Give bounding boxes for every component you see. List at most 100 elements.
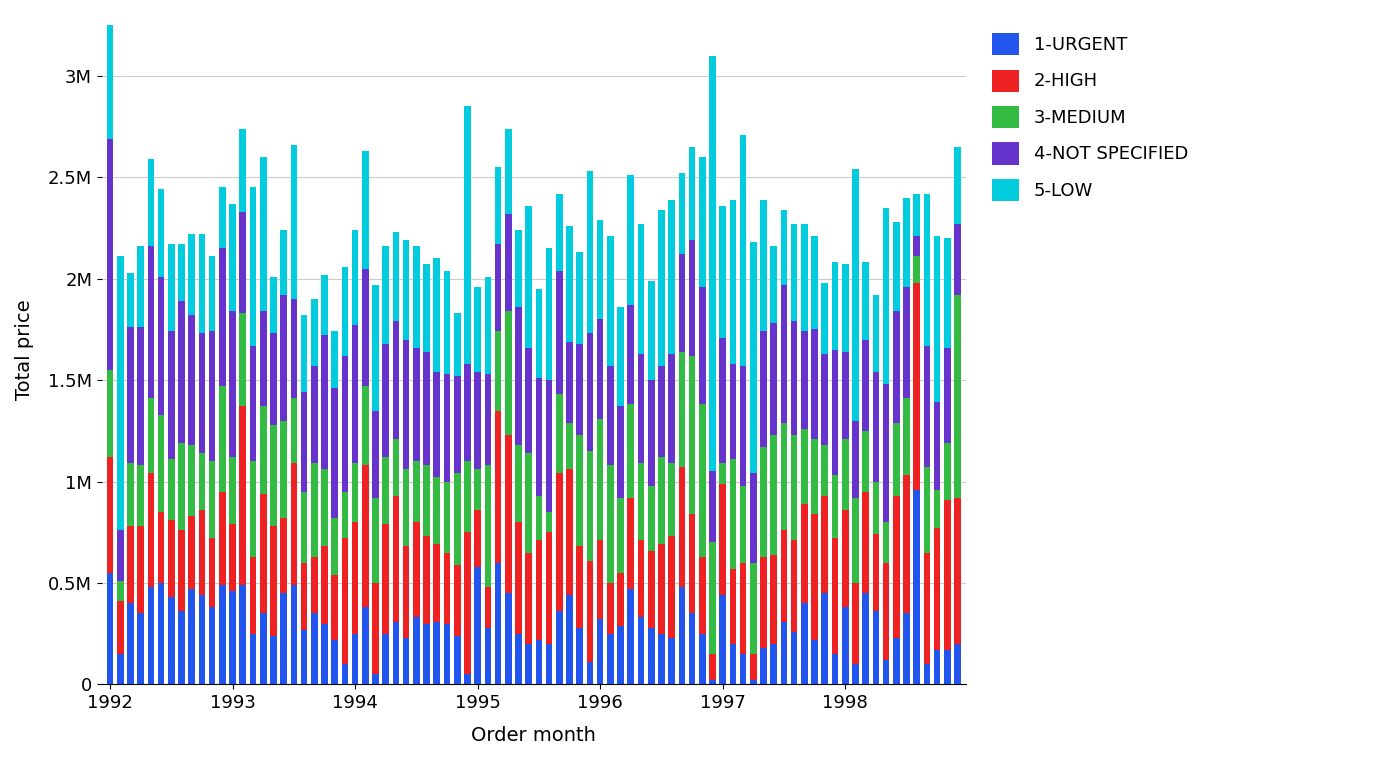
Bar bbox=[463, 364, 470, 461]
Bar bbox=[168, 597, 174, 685]
Bar bbox=[475, 372, 482, 470]
Bar bbox=[383, 634, 389, 685]
Bar bbox=[567, 423, 572, 470]
Bar bbox=[924, 194, 930, 346]
Bar bbox=[730, 459, 736, 568]
Bar bbox=[423, 623, 430, 685]
Bar bbox=[106, 139, 113, 370]
Bar bbox=[413, 522, 420, 617]
Bar bbox=[269, 635, 276, 685]
X-axis label: Order month: Order month bbox=[472, 726, 596, 745]
Bar bbox=[893, 638, 899, 685]
Bar bbox=[362, 151, 369, 268]
Bar bbox=[607, 583, 614, 634]
Bar bbox=[669, 638, 674, 685]
Bar bbox=[300, 492, 307, 562]
Bar bbox=[484, 587, 491, 628]
Bar bbox=[638, 353, 645, 464]
Bar bbox=[771, 644, 778, 685]
Bar bbox=[678, 467, 685, 587]
Bar bbox=[362, 465, 369, 607]
Bar bbox=[117, 601, 124, 654]
Bar bbox=[627, 589, 634, 685]
Bar bbox=[525, 453, 532, 553]
Bar bbox=[454, 473, 461, 565]
Bar bbox=[597, 419, 603, 540]
Bar bbox=[882, 207, 889, 384]
Bar bbox=[494, 167, 501, 244]
Bar bbox=[117, 654, 124, 685]
Bar bbox=[648, 380, 655, 486]
Bar bbox=[463, 674, 470, 685]
Bar bbox=[383, 524, 389, 634]
Bar bbox=[444, 623, 451, 685]
Bar bbox=[740, 486, 747, 562]
Bar bbox=[321, 335, 328, 470]
Bar bbox=[300, 562, 307, 629]
Bar bbox=[475, 470, 482, 510]
Bar bbox=[903, 613, 910, 685]
Bar bbox=[944, 238, 951, 347]
Bar bbox=[924, 467, 930, 553]
Bar bbox=[750, 680, 757, 685]
Bar bbox=[586, 171, 593, 334]
Bar bbox=[811, 439, 818, 514]
Bar bbox=[567, 226, 572, 341]
Bar bbox=[463, 532, 470, 674]
Bar bbox=[546, 644, 553, 685]
Bar bbox=[586, 662, 593, 685]
Bar bbox=[821, 593, 828, 685]
Bar bbox=[761, 447, 766, 556]
Bar bbox=[882, 522, 889, 562]
Bar bbox=[750, 562, 757, 654]
Bar bbox=[423, 537, 430, 623]
Bar bbox=[250, 634, 257, 685]
Bar bbox=[586, 334, 593, 451]
Bar bbox=[454, 635, 461, 685]
Bar bbox=[832, 262, 839, 350]
Bar bbox=[792, 435, 797, 540]
Bar bbox=[924, 553, 930, 664]
Bar bbox=[240, 313, 246, 407]
Bar bbox=[392, 321, 399, 439]
Bar bbox=[229, 458, 236, 524]
Bar bbox=[617, 307, 624, 407]
Bar bbox=[536, 289, 542, 378]
Bar bbox=[158, 189, 165, 277]
Bar bbox=[240, 407, 246, 585]
Bar bbox=[219, 249, 226, 386]
Bar bbox=[269, 277, 276, 334]
Bar bbox=[525, 206, 532, 347]
Bar bbox=[842, 264, 849, 352]
Bar bbox=[505, 435, 511, 593]
Bar bbox=[577, 546, 584, 628]
Bar bbox=[158, 512, 165, 583]
Bar bbox=[577, 344, 584, 435]
Bar bbox=[494, 410, 501, 562]
Bar bbox=[106, 370, 113, 458]
Bar bbox=[893, 311, 899, 423]
Bar bbox=[281, 593, 288, 685]
Bar bbox=[913, 283, 920, 489]
Bar bbox=[127, 273, 134, 328]
Bar bbox=[638, 617, 645, 685]
Bar bbox=[321, 470, 328, 546]
Bar bbox=[699, 634, 705, 685]
Bar bbox=[546, 249, 553, 380]
Bar bbox=[567, 470, 572, 595]
Bar bbox=[331, 640, 338, 685]
Bar bbox=[383, 458, 389, 524]
Bar bbox=[669, 464, 674, 537]
Bar bbox=[709, 654, 716, 680]
Bar bbox=[688, 613, 695, 685]
Bar bbox=[761, 331, 766, 447]
Bar bbox=[688, 147, 695, 240]
Bar bbox=[955, 224, 960, 295]
Bar bbox=[709, 680, 716, 685]
Bar bbox=[638, 224, 645, 353]
Bar bbox=[168, 459, 174, 520]
Bar bbox=[669, 353, 674, 464]
Bar bbox=[117, 530, 124, 581]
Bar bbox=[740, 562, 747, 654]
Bar bbox=[269, 425, 276, 526]
